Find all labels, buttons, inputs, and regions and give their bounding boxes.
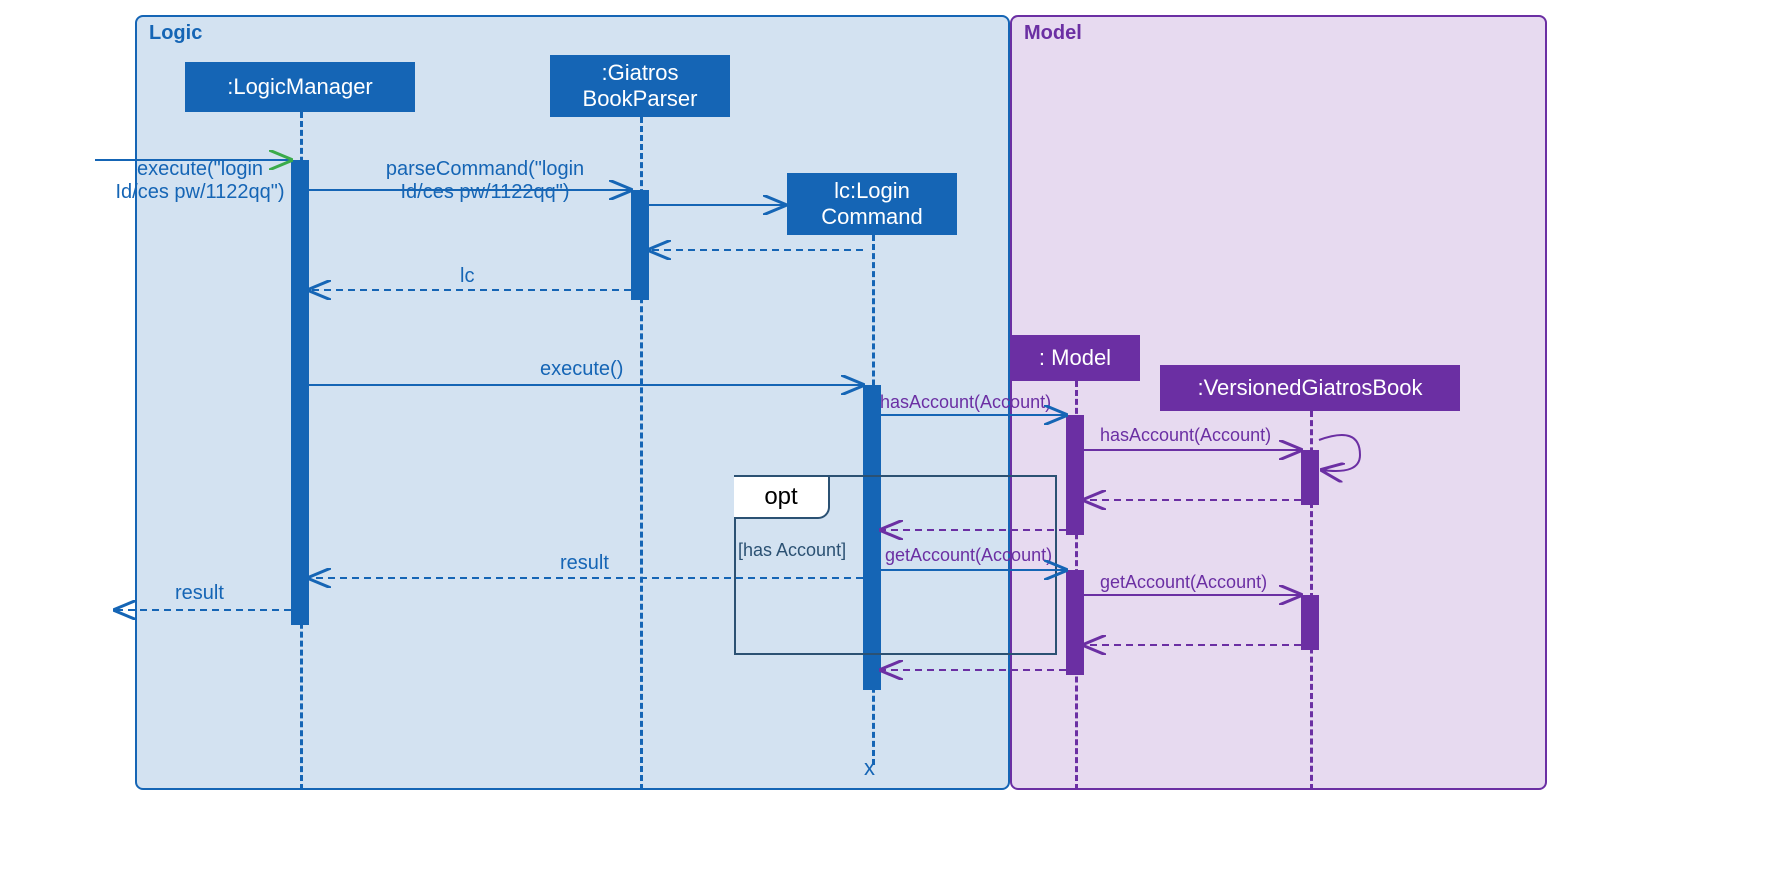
lifeline-label-logincmd: lc:Login Command — [821, 178, 922, 231]
lifeline-box-parser: :Giatros BookParser — [550, 55, 730, 117]
lifeline-box-versioned: :VersionedGiatrosBook — [1160, 365, 1460, 411]
lifeline-label-versioned: :VersionedGiatrosBook — [1197, 375, 1422, 401]
activation-parser — [631, 190, 649, 300]
activation-versioned-2 — [1301, 595, 1319, 650]
frame-model-label: Model — [1024, 22, 1082, 45]
opt-label: opt — [734, 477, 830, 519]
msg-result-1: result — [560, 552, 609, 575]
msg-execute-in: execute("login Id/ces pw/1122qq") — [105, 135, 295, 204]
msg-return-lc: lc — [460, 265, 474, 288]
activation-logicmanager — [291, 160, 309, 625]
msg-getaccount-1: getAccount(Account) — [885, 545, 1052, 566]
activation-model-1 — [1066, 415, 1084, 535]
activation-model-2 — [1066, 570, 1084, 675]
msg-result-2: result — [175, 582, 224, 605]
msg-getaccount-2: getAccount(Account) — [1100, 572, 1267, 593]
activation-versioned-1 — [1301, 450, 1319, 505]
msg-hasaccount-1: hasAccount(Account) — [880, 392, 1051, 413]
lifeline-box-logincmd: lc:Login Command — [787, 173, 957, 235]
opt-guard: [has Account] — [738, 540, 846, 561]
lifeline-label-parser: :Giatros BookParser — [583, 60, 698, 113]
frame-logic-label: Logic — [149, 22, 202, 45]
msg-execute-lc: execute() — [540, 358, 623, 381]
sequence-diagram: Logic Model opt [has Account] :LogicMana… — [0, 0, 1766, 870]
msg-parsecommand: parseCommand("login Id/ces pw/1122qq") — [345, 135, 625, 204]
lifeline-label-model: : Model — [1039, 345, 1111, 371]
lifeline-label-logicmanager: :LogicManager — [227, 74, 373, 100]
lifeline-box-logicmanager: :LogicManager — [185, 62, 415, 112]
msg-hasaccount-2: hasAccount(Account) — [1100, 425, 1271, 446]
destroy-x: x — [864, 755, 875, 781]
lifeline-box-model: : Model — [1010, 335, 1140, 381]
